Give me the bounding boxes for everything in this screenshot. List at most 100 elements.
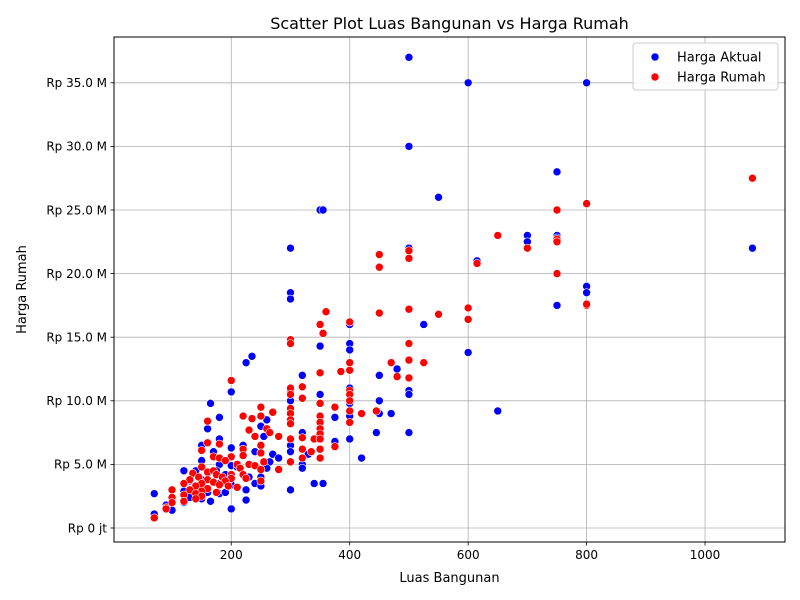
point-harga-aktual bbox=[274, 453, 283, 463]
legend-box bbox=[632, 42, 779, 91]
point-harga-rumah bbox=[345, 358, 355, 367]
point-harga-rumah bbox=[345, 365, 355, 375]
point-harga-rumah bbox=[582, 299, 591, 309]
point-harga-rumah bbox=[215, 439, 224, 449]
point-harga-rumah bbox=[298, 393, 307, 403]
point-harga-aktual bbox=[241, 495, 251, 505]
point-harga-aktual bbox=[226, 387, 236, 397]
y-axis-label: Harga Rumah bbox=[15, 245, 30, 334]
x-tick-label: 600 bbox=[457, 548, 480, 562]
plot-frame bbox=[113, 36, 786, 543]
ticks-layer: 200 400 600 800 1000 Rp 0 jt Rp 5.0 M Rp 10.0 M… bbox=[46, 76, 720, 562]
point-harga-rumah bbox=[404, 246, 414, 256]
point-harga-aktual bbox=[286, 485, 295, 495]
point-harga-rumah bbox=[315, 368, 325, 378]
point-harga-aktual bbox=[309, 479, 319, 488]
point-harga-rumah bbox=[197, 462, 206, 472]
point-harga-rumah bbox=[315, 399, 325, 408]
point-harga-aktual bbox=[375, 396, 384, 406]
y-tick-label: Rp 35.0 M bbox=[46, 76, 107, 90]
point-harga-rumah bbox=[463, 315, 473, 324]
point-harga-rumah bbox=[212, 488, 221, 497]
point-harga-rumah bbox=[315, 434, 325, 444]
point-harga-aktual bbox=[582, 288, 591, 297]
point-harga-rumah bbox=[226, 376, 236, 385]
point-harga-rumah bbox=[330, 402, 340, 412]
point-harga-aktual bbox=[286, 447, 295, 456]
point-harga-rumah bbox=[404, 339, 414, 348]
point-harga-rumah bbox=[345, 406, 355, 416]
point-harga-rumah bbox=[161, 504, 171, 514]
point-harga-rumah bbox=[582, 199, 591, 208]
point-harga-rumah bbox=[256, 465, 266, 474]
point-harga-rumah bbox=[404, 254, 414, 263]
point-harga-aktual bbox=[582, 78, 591, 88]
point-harga-rumah bbox=[404, 373, 414, 383]
point-harga-rumah bbox=[244, 425, 254, 435]
point-harga-rumah bbox=[286, 434, 295, 444]
y-tick-label: Rp 5.0 M bbox=[54, 458, 107, 472]
point-harga-rumah bbox=[404, 355, 414, 365]
point-harga-aktual bbox=[419, 320, 429, 329]
legend: Harga Aktual Harga Rumah bbox=[632, 42, 779, 91]
point-harga-rumah bbox=[274, 465, 283, 474]
point-harga-aktual bbox=[404, 428, 414, 437]
point-harga-rumah bbox=[523, 243, 532, 253]
point-harga-rumah bbox=[149, 513, 159, 523]
point-harga-aktual bbox=[215, 413, 224, 422]
x-tick-label: 400 bbox=[338, 548, 361, 562]
point-harga-rumah bbox=[404, 304, 414, 314]
point-harga-rumah bbox=[179, 496, 189, 506]
point-harga-rumah bbox=[238, 451, 248, 460]
point-harga-rumah bbox=[552, 269, 562, 278]
point-harga-aktual bbox=[149, 489, 159, 498]
point-harga-aktual bbox=[298, 371, 307, 380]
point-harga-rumah bbox=[191, 494, 201, 504]
point-harga-aktual bbox=[286, 294, 295, 304]
point-harga-rumah bbox=[241, 474, 251, 483]
legend-marker-harga-aktual bbox=[650, 52, 660, 62]
y-tick-label: Rp 0 jt bbox=[68, 521, 108, 535]
legend-marker-harga-rumah bbox=[650, 72, 660, 82]
point-harga-rumah bbox=[238, 411, 248, 421]
chart-title: Scatter Plot Luas Bangunan vs Harga Ruma… bbox=[270, 14, 629, 33]
point-harga-aktual bbox=[434, 192, 443, 202]
point-harga-rumah bbox=[330, 442, 340, 451]
x-tick-label: 800 bbox=[575, 548, 598, 562]
point-harga-rumah bbox=[357, 409, 366, 418]
legend-label-harga-rumah: Harga Rumah bbox=[677, 71, 766, 86]
y-tick-label: Rp 15.0 M bbox=[46, 331, 107, 345]
point-harga-rumah bbox=[318, 329, 328, 338]
point-harga-rumah bbox=[472, 259, 482, 268]
point-harga-rumah bbox=[259, 457, 269, 467]
point-harga-aktual bbox=[345, 345, 355, 355]
point-harga-rumah bbox=[256, 402, 266, 412]
point-harga-rumah bbox=[493, 231, 503, 240]
point-harga-aktual bbox=[386, 409, 396, 418]
point-harga-aktual bbox=[315, 341, 325, 351]
point-harga-aktual bbox=[375, 371, 384, 380]
point-harga-aktual bbox=[179, 466, 189, 476]
point-harga-rumah bbox=[215, 480, 224, 490]
point-harga-rumah bbox=[274, 432, 283, 441]
x-tick-label: 200 bbox=[220, 548, 243, 562]
point-harga-rumah bbox=[748, 173, 757, 183]
point-harga-rumah bbox=[221, 456, 230, 465]
point-harga-rumah bbox=[256, 441, 266, 450]
point-harga-aktual bbox=[318, 479, 328, 488]
x-axis-label: Luas Bangunan bbox=[399, 571, 499, 586]
point-harga-rumah bbox=[298, 444, 307, 454]
point-harga-rumah bbox=[375, 262, 384, 272]
point-harga-rumah bbox=[256, 411, 266, 421]
points-layer bbox=[149, 53, 757, 523]
point-harga-rumah bbox=[250, 432, 260, 441]
point-harga-aktual bbox=[345, 434, 355, 444]
point-harga-aktual bbox=[463, 348, 473, 357]
point-harga-rumah bbox=[167, 485, 177, 495]
point-harga-rumah bbox=[224, 481, 233, 491]
point-harga-aktual bbox=[404, 142, 414, 151]
point-harga-rumah bbox=[345, 418, 355, 427]
point-harga-rumah bbox=[375, 250, 384, 259]
